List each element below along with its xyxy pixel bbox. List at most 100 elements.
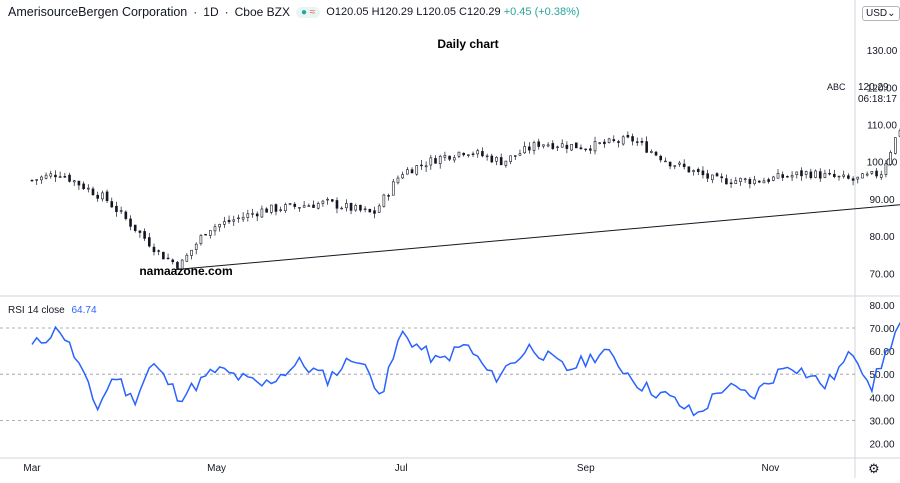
candle-body xyxy=(889,152,892,165)
candle-body xyxy=(63,176,67,178)
candle-body xyxy=(528,146,531,151)
candle-body xyxy=(213,226,217,232)
candle-body xyxy=(804,171,808,175)
rsi-tick-label: 30.00 xyxy=(869,416,894,427)
candle-body xyxy=(823,173,827,178)
candle-body xyxy=(143,231,146,239)
candle-body xyxy=(457,151,461,157)
last-price-countdown: 06:18:17 xyxy=(858,94,897,105)
candle-body xyxy=(546,144,550,147)
candle-body xyxy=(485,155,489,158)
candle-body xyxy=(434,158,437,164)
candle-body xyxy=(307,205,311,207)
candle-body xyxy=(861,173,864,179)
candle-body xyxy=(696,169,700,172)
candle-body xyxy=(509,155,512,162)
candle-body xyxy=(668,161,672,167)
candle-body xyxy=(185,254,189,262)
settings-gear-icon[interactable]: ⚙ xyxy=(868,461,880,476)
candle-body xyxy=(293,203,297,207)
candle-body xyxy=(851,178,855,181)
candle-body xyxy=(879,174,883,178)
candle-body xyxy=(49,173,53,177)
price-tick-label: 120.00 xyxy=(867,83,898,94)
candle-body xyxy=(551,143,555,149)
candle-body xyxy=(448,155,451,160)
candle-body xyxy=(659,155,663,161)
candle-body xyxy=(349,202,353,211)
currency-selector[interactable]: USD⌄ xyxy=(862,6,900,21)
candle-body xyxy=(77,180,81,186)
candle-body xyxy=(504,160,508,166)
interval[interactable]: 1D xyxy=(203,5,219,19)
market-open-dot-icon: ● xyxy=(300,6,308,18)
candle-body xyxy=(68,174,71,182)
ohlc-values: O120.05 H120.29 L120.05 C120.29 +0.45 (+… xyxy=(326,6,579,18)
candle-body xyxy=(129,218,132,227)
candle-body xyxy=(199,235,203,245)
candle-body xyxy=(58,176,62,178)
candle-body xyxy=(640,141,644,143)
last-price-value: 120.29 xyxy=(858,82,889,93)
separator-dot: · xyxy=(193,5,198,19)
candle-body xyxy=(678,162,681,165)
candle-body xyxy=(570,144,573,151)
candle-body xyxy=(499,157,503,166)
rsi-series xyxy=(31,321,900,417)
candle-body xyxy=(340,207,343,210)
candle-body xyxy=(218,224,221,228)
candle-body xyxy=(162,251,165,260)
candle-body xyxy=(753,179,756,184)
candlestick-series xyxy=(30,128,900,271)
candle-body xyxy=(814,170,817,178)
candle-body xyxy=(452,157,456,161)
candle-body xyxy=(40,176,43,181)
rsi-legend[interactable]: RSI 14 close 64.74 xyxy=(8,305,97,316)
candle-body xyxy=(133,224,137,231)
rsi-label: RSI 14 close xyxy=(8,305,65,316)
candle-body xyxy=(833,173,836,177)
candle-body xyxy=(617,141,620,143)
candle-body xyxy=(312,204,315,208)
candle-body xyxy=(288,203,292,205)
candle-body xyxy=(584,148,587,151)
rsi-tick-label: 80.00 xyxy=(869,301,894,312)
price-tick-label: 110.00 xyxy=(867,121,897,132)
candle-body xyxy=(645,141,648,153)
candle-body xyxy=(180,259,184,270)
candle-body xyxy=(720,176,724,179)
candle-body xyxy=(725,178,728,185)
candle-body xyxy=(589,148,592,151)
candle-body xyxy=(856,176,860,180)
candle-body xyxy=(124,211,128,219)
candle-body xyxy=(621,136,625,145)
candle-body xyxy=(302,205,306,208)
candle-body xyxy=(368,208,372,213)
candle-body xyxy=(194,243,198,250)
candle-body xyxy=(443,155,447,158)
candle-body xyxy=(842,174,846,177)
candle-body xyxy=(30,179,34,182)
candle-body xyxy=(359,204,362,211)
candle-body xyxy=(335,200,339,209)
candle-body xyxy=(190,249,193,256)
candle-body xyxy=(166,257,170,260)
candle-body xyxy=(401,174,404,179)
market-status-badge[interactable]: ● ≈ xyxy=(295,6,321,18)
rsi-line xyxy=(31,321,900,417)
candle-body xyxy=(490,155,494,163)
candle-body xyxy=(781,174,785,178)
candle-body xyxy=(513,155,517,157)
company-name[interactable]: AmerisourceBergen Corporation xyxy=(8,5,188,19)
candle-body xyxy=(476,150,480,155)
chart-title: Daily chart xyxy=(437,37,498,51)
candle-body xyxy=(574,142,578,149)
candle-body xyxy=(701,170,705,176)
high-value: H120.29 xyxy=(371,6,414,18)
candle-body xyxy=(406,169,409,175)
candle-body xyxy=(612,139,616,142)
separator-dot: · xyxy=(224,5,229,19)
time-tick-label: May xyxy=(207,463,226,474)
candle-body xyxy=(420,164,423,167)
